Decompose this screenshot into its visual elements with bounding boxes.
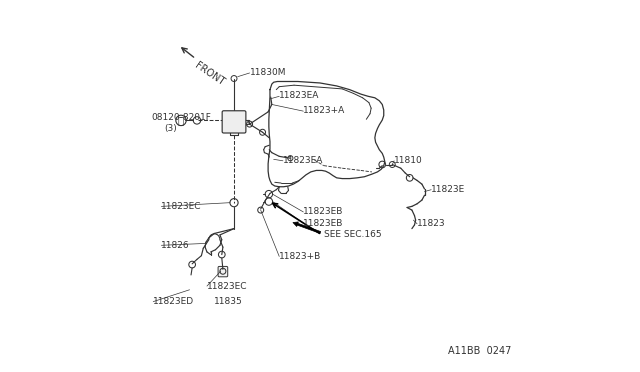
Text: 11823+A: 11823+A — [303, 106, 346, 115]
Text: 11823EC: 11823EC — [161, 202, 202, 211]
Text: 11823: 11823 — [417, 219, 445, 228]
Text: (3): (3) — [164, 124, 177, 133]
Text: 11826: 11826 — [161, 241, 190, 250]
Text: SEE SEC.165: SEE SEC.165 — [324, 230, 381, 240]
Text: 11823EB: 11823EB — [303, 219, 344, 228]
Text: 11823E: 11823E — [431, 185, 465, 194]
Text: 11830M: 11830M — [250, 68, 286, 77]
Text: 11823EC: 11823EC — [207, 282, 248, 291]
Text: 11823EB: 11823EB — [303, 208, 344, 217]
FancyBboxPatch shape — [218, 266, 228, 277]
FancyBboxPatch shape — [222, 111, 246, 133]
Text: 11823+B: 11823+B — [279, 252, 321, 261]
Text: 11823EA: 11823EA — [279, 91, 319, 100]
Text: FRONT: FRONT — [193, 60, 227, 87]
Text: Ⓑ: Ⓑ — [178, 115, 184, 125]
Text: A11BB  0247: A11BB 0247 — [448, 346, 511, 356]
Text: 11810: 11810 — [394, 155, 423, 164]
Text: 08120-8201F: 08120-8201F — [152, 113, 211, 122]
Text: 11823ED: 11823ED — [153, 297, 195, 306]
Text: 11835: 11835 — [214, 297, 243, 306]
Text: 11823EA: 11823EA — [283, 155, 323, 164]
